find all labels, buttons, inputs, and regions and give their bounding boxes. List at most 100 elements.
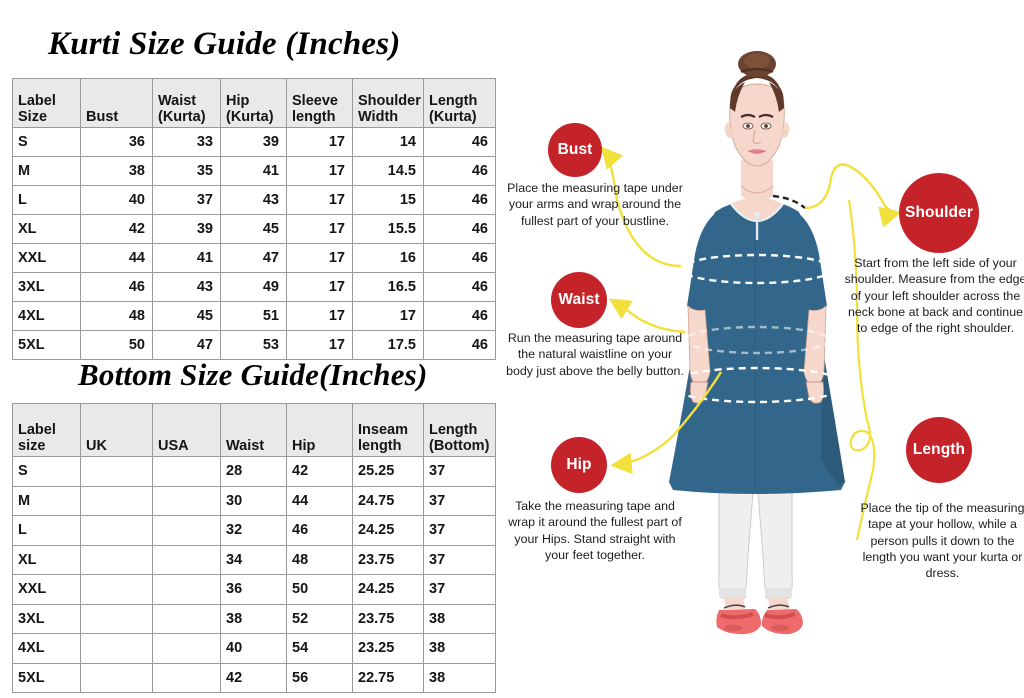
table-row: 4XL 40 54 23.25 38	[12, 633, 496, 664]
kurti-col-hip: Hip (Kurta)	[220, 78, 287, 128]
cell-value: 44	[80, 243, 153, 273]
table-row: 3XL 46 43 49 17 16.5 46	[12, 272, 496, 302]
badge-length[interactable]: Length	[906, 417, 972, 483]
cell-value: 33	[152, 127, 221, 157]
shoulder-arrow	[804, 163, 902, 228]
cell-label-size: S	[12, 127, 81, 157]
cell-value: 45	[220, 214, 287, 244]
cell-value: 46	[423, 185, 496, 215]
table-row: XXL 44 41 47 17 16 46	[12, 243, 496, 273]
kurti-table-body: S 36 33 39 17 14 46 M 38 35 41 17 14.5 46 L 40 37 43 17 15 4…	[12, 127, 496, 360]
bottom-size-guide-title: Bottom Size Guide(Inches)	[78, 357, 428, 392]
cell-value: 24.75	[352, 485, 424, 516]
header-line-2: length	[292, 108, 336, 125]
cell-value: 44	[286, 485, 353, 516]
bottom-col-inseam-length: Inseam length	[352, 403, 424, 457]
header-line-1: Label	[18, 92, 56, 109]
cell-value: 50	[286, 574, 353, 605]
cell-value: 42	[80, 214, 153, 244]
badge-bust[interactable]: Bust	[548, 123, 602, 177]
cell-value: 53	[220, 330, 287, 360]
cell-value: 50	[80, 330, 153, 360]
table-row: M 38 35 41 17 14.5 46	[12, 156, 496, 186]
header-line-2: (Kurta)	[226, 108, 274, 125]
header-line-1: Length	[429, 92, 478, 109]
cell-value: 25.25	[352, 456, 424, 487]
bust-arrow	[600, 146, 682, 268]
cell-value: 42	[286, 456, 353, 487]
cell-value	[152, 633, 221, 664]
cell-label-size: L	[12, 185, 81, 215]
note-waist: Run the measuring tape around the natura…	[506, 331, 684, 378]
header-line-2: Bust	[86, 108, 119, 125]
illustration-panel: Bust Place the measuring tape under your…	[505, 0, 1024, 698]
badge-hip[interactable]: Hip	[551, 437, 607, 493]
cell-value: 47	[220, 243, 287, 273]
size-tables-panel: Kurti Size Guide (Inches) Label Size Bus…	[0, 0, 505, 698]
cell-value: 46	[423, 243, 496, 273]
bottom-header-row: Label size UK USA Waist Hip In	[12, 403, 496, 457]
cell-value: 17	[352, 301, 424, 331]
table-row: XL 34 48 23.75 37	[12, 544, 496, 575]
bottom-col-length: Length (Bottom)	[423, 403, 496, 457]
cell-label-size: 5XL	[12, 662, 81, 693]
header-line-1: Hip	[226, 92, 250, 109]
cell-value: 46	[423, 301, 496, 331]
cell-value	[80, 485, 153, 516]
bottom-table-body: S 28 42 25.25 37 M 30 44 24.75 37 L 32 46 24.25 37 XL 34…	[12, 456, 496, 693]
bottom-col-usa: USA	[152, 403, 221, 457]
cell-value: 28	[220, 456, 287, 487]
bottom-col-hip: Hip	[286, 403, 353, 457]
kurti-col-shoulder-width: Shoulder Width	[352, 78, 424, 128]
cell-value: 46	[423, 272, 496, 302]
head-group	[724, 51, 790, 167]
cell-label-size: XL	[12, 214, 81, 244]
badge-shoulder[interactable]: Shoulder	[899, 173, 979, 253]
cell-value: 54	[286, 633, 353, 664]
cell-label-size: 4XL	[12, 633, 81, 664]
cell-label-size: XXL	[12, 243, 81, 273]
measuring-tape-dashed-lines	[665, 253, 849, 404]
note-length: Place the tip of the measuring tape at y…	[860, 501, 1024, 580]
cell-value: 17.5	[352, 330, 424, 360]
table-row: 5XL 50 47 53 17 17.5 46	[12, 330, 496, 360]
cell-value: 38	[423, 603, 496, 634]
bottom-col-uk: UK	[80, 403, 153, 457]
cell-value: 35	[152, 156, 221, 186]
header-line-2: Waist	[226, 437, 265, 454]
cell-value: 37	[423, 515, 496, 546]
cell-value: 23.75	[352, 603, 424, 634]
header-line-1: Length	[429, 421, 478, 438]
cell-label-size: 3XL	[12, 272, 81, 302]
header-line-1: Sleeve	[292, 92, 338, 109]
kurti-col-length: Length (Kurta)	[423, 78, 496, 128]
cell-value: 43	[220, 185, 287, 215]
table-row: 4XL 48 45 51 17 17 46	[12, 301, 496, 331]
cell-value: 46	[286, 515, 353, 546]
waist-tape-ellipse	[683, 325, 831, 355]
cell-label-size: S	[12, 456, 81, 487]
hip-arrow	[610, 371, 723, 475]
cell-value: 16.5	[352, 272, 424, 302]
cell-value: 17	[286, 185, 353, 215]
cell-value: 14.5	[352, 156, 424, 186]
cell-label-size: 3XL	[12, 603, 81, 634]
cell-value: 37	[152, 185, 221, 215]
cell-value: 34	[220, 544, 287, 575]
cell-value: 48	[80, 301, 153, 331]
bust-tape-ellipse	[679, 253, 835, 285]
cell-value: 17	[286, 330, 353, 360]
woman-figure-illustration	[665, 51, 849, 635]
kurti-col-sleeve-length: Sleeve length	[286, 78, 353, 128]
kurti-col-label-size: Label Size	[12, 78, 81, 128]
header-line-2: USA	[158, 437, 189, 454]
cell-value: 37	[423, 544, 496, 575]
cell-value: 36	[220, 574, 287, 605]
cell-value	[80, 456, 153, 487]
cell-value: 39	[152, 214, 221, 244]
cell-value: 24.25	[352, 574, 424, 605]
shoes-group	[716, 604, 803, 635]
badge-waist[interactable]: Waist	[551, 272, 607, 328]
cell-value	[152, 485, 221, 516]
